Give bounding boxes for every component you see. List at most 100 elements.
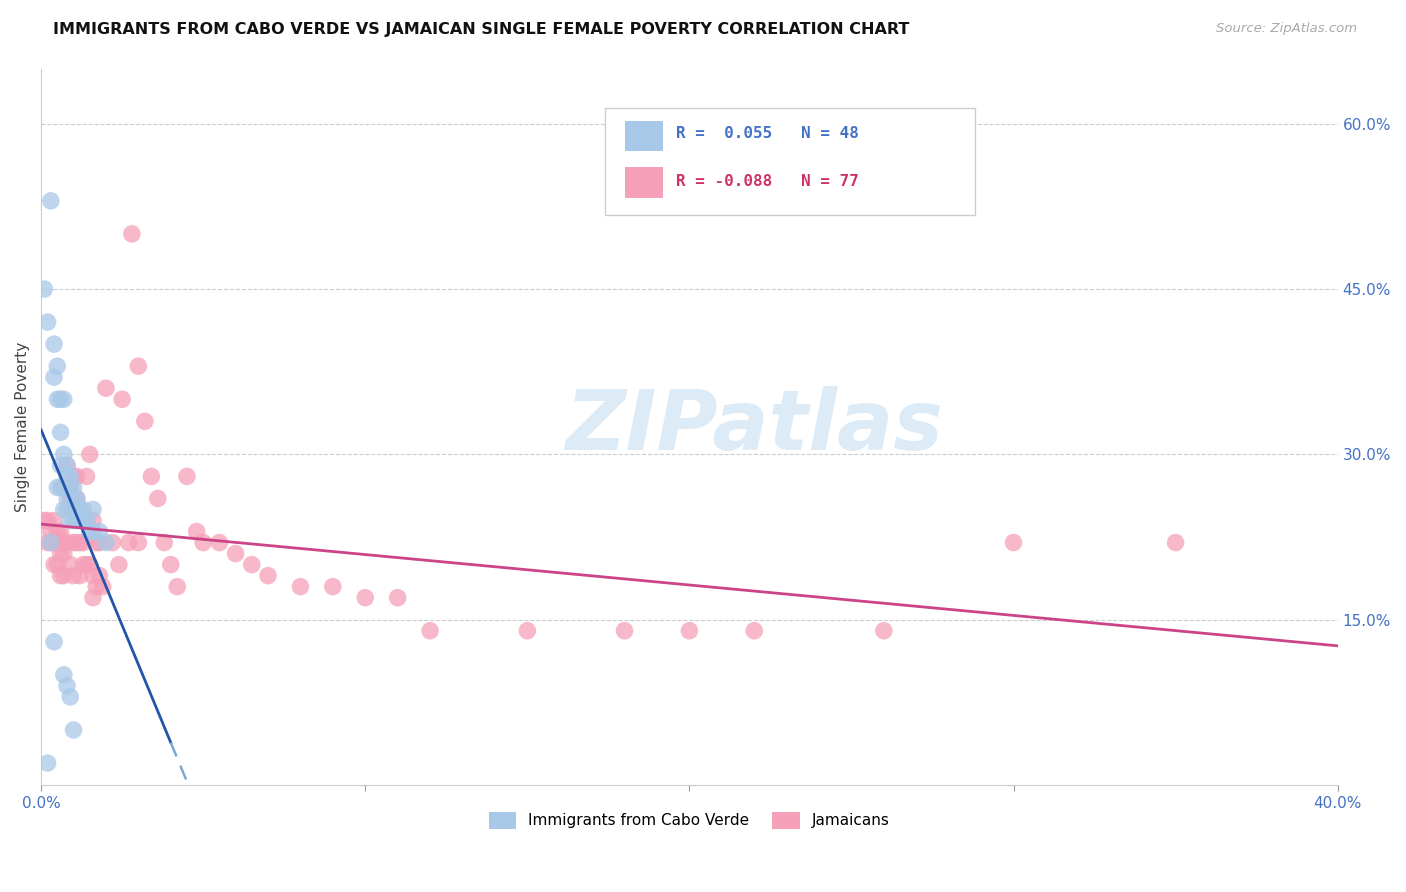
Point: [42, 558, 65, 572]
Point: [46, 359, 69, 374]
Point: [34, 514, 56, 528]
Point: [69, 502, 91, 516]
Point: [1002, 535, 1025, 549]
Point: [56, 535, 79, 549]
Point: [39, 194, 62, 208]
Point: [34, 282, 56, 296]
Point: [111, 392, 134, 407]
Point: [69, 514, 91, 528]
Point: [42, 337, 65, 351]
Point: [290, 580, 312, 594]
Point: [82, 591, 104, 605]
Point: [79, 447, 101, 461]
Point: [141, 469, 163, 483]
Point: [117, 535, 139, 549]
Point: [89, 568, 111, 582]
Point: [127, 359, 149, 374]
FancyBboxPatch shape: [624, 168, 664, 197]
Point: [42, 514, 65, 528]
Point: [37, 315, 59, 329]
Point: [82, 502, 104, 516]
Point: [66, 535, 89, 549]
Point: [66, 469, 89, 483]
Point: [39, 535, 62, 549]
Point: [62, 502, 84, 516]
Point: [613, 624, 636, 638]
Point: [56, 458, 79, 473]
Point: [121, 227, 143, 241]
Y-axis label: Single Female Poverty: Single Female Poverty: [15, 342, 30, 512]
Point: [419, 624, 441, 638]
Point: [89, 535, 111, 549]
Text: Source: ZipAtlas.com: Source: ZipAtlas.com: [1216, 22, 1357, 36]
Point: [354, 591, 377, 605]
Point: [66, 491, 89, 506]
Point: [94, 535, 117, 549]
Point: [76, 558, 98, 572]
Point: [153, 535, 176, 549]
Point: [186, 524, 208, 539]
Point: [62, 568, 84, 582]
Point: [62, 469, 84, 483]
Point: [59, 469, 82, 483]
Point: [46, 558, 69, 572]
Point: [52, 447, 75, 461]
Point: [37, 514, 59, 528]
Text: IMMIGRANTS FROM CABO VERDE VS JAMAICAN SINGLE FEMALE POVERTY CORRELATION CHART: IMMIGRANTS FROM CABO VERDE VS JAMAICAN S…: [53, 22, 910, 37]
Point: [146, 491, 169, 506]
Point: [82, 524, 104, 539]
Point: [66, 514, 89, 528]
Point: [240, 558, 263, 572]
Point: [89, 524, 111, 539]
Point: [56, 458, 79, 473]
Point: [72, 535, 94, 549]
Point: [69, 568, 91, 582]
Point: [134, 414, 156, 428]
Point: [59, 514, 82, 528]
Point: [59, 502, 82, 516]
FancyBboxPatch shape: [605, 108, 974, 215]
Point: [56, 469, 79, 483]
Point: [59, 480, 82, 494]
Point: [52, 392, 75, 407]
Point: [42, 634, 65, 648]
Point: [52, 502, 75, 516]
Point: [225, 547, 247, 561]
Point: [62, 480, 84, 494]
Point: [49, 425, 72, 440]
Text: ZIPatlas: ZIPatlas: [565, 386, 943, 467]
Point: [62, 491, 84, 506]
Point: [49, 524, 72, 539]
Point: [94, 381, 117, 395]
Point: [193, 535, 215, 549]
Point: [387, 591, 409, 605]
Point: [49, 547, 72, 561]
Point: [159, 558, 181, 572]
Point: [166, 580, 188, 594]
Point: [82, 514, 104, 528]
Point: [91, 580, 114, 594]
Point: [56, 679, 79, 693]
Point: [37, 535, 59, 549]
Point: [66, 502, 89, 516]
Point: [59, 690, 82, 704]
Point: [72, 514, 94, 528]
Point: [322, 580, 344, 594]
Point: [101, 535, 124, 549]
Point: [69, 535, 91, 549]
Point: [62, 535, 84, 549]
Point: [108, 558, 131, 572]
Point: [1164, 535, 1187, 549]
Point: [52, 668, 75, 682]
Point: [46, 535, 69, 549]
Point: [72, 558, 94, 572]
Point: [52, 568, 75, 582]
Point: [49, 480, 72, 494]
Point: [127, 535, 149, 549]
Point: [76, 514, 98, 528]
Point: [46, 480, 69, 494]
Point: [62, 514, 84, 528]
Point: [176, 469, 198, 483]
Text: R = -0.088   N = 77: R = -0.088 N = 77: [676, 174, 859, 189]
FancyBboxPatch shape: [624, 120, 664, 151]
